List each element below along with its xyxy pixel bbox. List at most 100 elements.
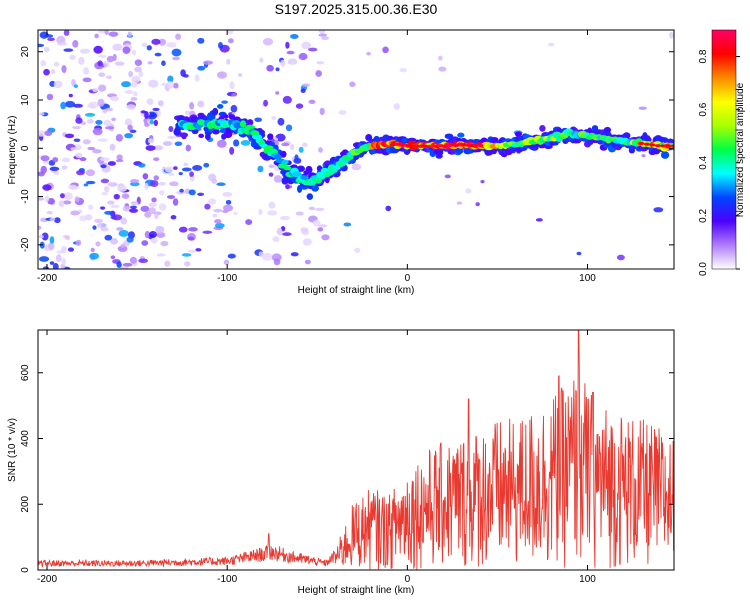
- spectral-blob: [39, 112, 45, 116]
- spectral-blob: [311, 185, 319, 192]
- spectral-blob: [79, 48, 90, 54]
- ridge-peak: [476, 143, 484, 147]
- spectral-blob: [101, 191, 109, 196]
- spectral-blob: [116, 261, 122, 268]
- spectral-blob: [114, 61, 125, 66]
- colorbar-tick-label: 0.8: [698, 49, 709, 63]
- colorbar-tick-label: 0.0: [698, 262, 709, 276]
- spectral-blob: [129, 129, 137, 133]
- spectral-blob: [89, 252, 100, 260]
- spectral-blob: [208, 198, 217, 205]
- spectral-blob: [301, 142, 308, 147]
- spectral-blob: [282, 95, 292, 104]
- spectral-blob: [49, 261, 55, 265]
- spectral-blob: [229, 146, 235, 155]
- spectral-blob: [140, 205, 150, 212]
- spectral-blob: [146, 45, 152, 51]
- spectrogram-x-tick-label: 0: [405, 273, 411, 284]
- spectral-blob: [480, 180, 485, 184]
- spectral-blob: [144, 230, 151, 239]
- spectral-blob: [319, 107, 325, 116]
- spectral-blob: [56, 254, 62, 263]
- spectral-blob: [653, 207, 664, 213]
- spectral-blob: [226, 30, 234, 35]
- spectral-blob: [172, 198, 179, 206]
- ridge-blob: [274, 154, 282, 160]
- spectral-blob: [351, 163, 362, 171]
- spectral-blob: [110, 255, 116, 260]
- spectral-blob: [285, 183, 290, 190]
- spectral-blob: [155, 225, 165, 234]
- spectral-blob: [71, 125, 82, 130]
- spectral-blob: [104, 126, 115, 130]
- spectral-blob: [61, 245, 67, 254]
- spectral-blob: [153, 157, 160, 162]
- spectral-blob: [73, 103, 83, 108]
- spectral-blob: [117, 245, 128, 252]
- spectral-blob: [40, 60, 47, 67]
- ridge-blob: [281, 159, 289, 165]
- spectral-blob: [164, 260, 171, 267]
- spectral-blob: [88, 204, 94, 210]
- spectral-blob: [213, 208, 223, 213]
- spectral-blob: [296, 165, 305, 172]
- snr-y-tick-label: 200: [20, 495, 31, 512]
- spectral-blob: [622, 132, 631, 139]
- spectrogram-y-tick-label: -10: [20, 189, 31, 204]
- spectral-blob: [151, 197, 157, 203]
- spectral-blob: [273, 258, 281, 266]
- spectral-blob: [188, 227, 198, 232]
- spectral-blob: [110, 204, 120, 209]
- spectral-blob: [184, 261, 191, 267]
- ridge-peak: [671, 144, 674, 148]
- spectral-blob: [64, 100, 76, 108]
- spectral-blob: [221, 100, 228, 104]
- spectral-blob: [212, 213, 218, 218]
- spectral-blob: [106, 55, 115, 63]
- spectral-blob: [144, 211, 152, 218]
- spectral-blob: [161, 60, 166, 67]
- spectral-blob: [202, 60, 213, 65]
- spectral-blob: [456, 148, 464, 154]
- spectral-blob: [62, 200, 72, 205]
- spectral-blob: [216, 139, 227, 148]
- spectral-blob: [67, 247, 74, 252]
- spectral-blob: [183, 162, 189, 167]
- spectral-blob: [131, 49, 137, 56]
- ridge-blob: [300, 175, 308, 180]
- spectral-blob: [75, 117, 83, 124]
- spectrogram-x-tick-label: -200: [37, 273, 57, 284]
- spectral-blob: [268, 201, 276, 209]
- spectral-blob: [660, 151, 670, 159]
- spectral-blob: [638, 106, 647, 110]
- spectral-blob: [188, 189, 196, 196]
- spectral-blob: [80, 121, 87, 126]
- spectral-blob: [295, 103, 304, 109]
- spectral-blob: [603, 126, 612, 134]
- spectral-blob: [280, 59, 286, 67]
- spectral-blob: [233, 139, 240, 147]
- spectral-blob: [53, 80, 63, 89]
- spectral-blob: [131, 75, 141, 84]
- spectral-blob: [223, 259, 230, 265]
- spectral-blob: [268, 172, 274, 177]
- spectral-blob: [42, 184, 52, 191]
- spectral-blob: [240, 140, 251, 146]
- spectral-blob: [129, 181, 140, 187]
- spectral-blob: [444, 174, 451, 179]
- ridge-peak: [649, 143, 656, 147]
- spectral-blob: [150, 180, 159, 188]
- spectral-blob: [86, 118, 94, 124]
- spectral-blob: [52, 157, 59, 163]
- spectral-blob: [308, 99, 316, 104]
- spectral-blob: [100, 157, 110, 162]
- spectral-blob: [97, 138, 108, 142]
- ridge-blob: [264, 145, 274, 151]
- colorbar: 0.0 0.2 0.4 0.6 0.8 Normalized spectral ampl…: [698, 29, 746, 276]
- spectral-blob: [181, 253, 192, 257]
- spectrogram-plot-area: [38, 30, 674, 269]
- spectral-blob: [212, 129, 220, 135]
- spectrogram-y-tick-label: 0: [20, 145, 31, 151]
- spectral-blob: [90, 247, 95, 253]
- spectral-blob: [535, 218, 543, 222]
